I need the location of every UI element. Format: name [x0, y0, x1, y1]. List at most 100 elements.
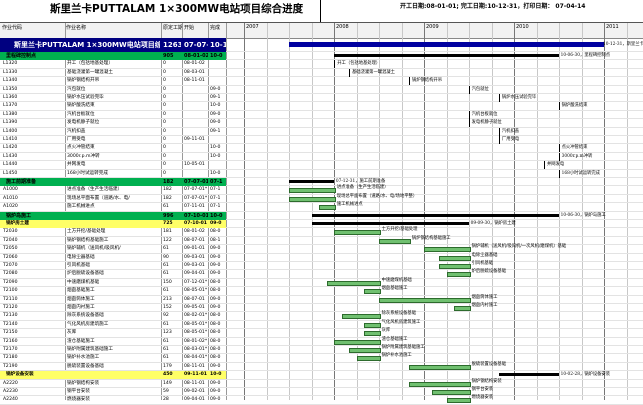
activity-row[interactable]: L1450 168小时试运转完成 0 10-0 168小时试运转完成: [0, 169, 643, 178]
summary-bar[interactable]: [334, 54, 559, 57]
activity-row[interactable]: L1410 厂用受电 0 09-11-01 厂用受电: [0, 136, 643, 145]
original-duration: 122: [163, 237, 172, 243]
activity-bar[interactable]: [349, 348, 381, 353]
activity-bar[interactable]: [319, 205, 336, 211]
finish-date: 07-1: [210, 204, 221, 210]
row-highlight: [0, 220, 226, 228]
milestone-marker[interactable]: [468, 110, 470, 119]
start-date: [184, 128, 208, 136]
activity-row[interactable]: A1020 施工机械进点 61 07-11-01 07-1 施工机械进点: [0, 202, 643, 212]
milestone-marker[interactable]: [558, 169, 560, 178]
activity-bar[interactable]: [289, 188, 336, 194]
milestone-marker[interactable]: [544, 161, 545, 170]
activity-bar[interactable]: [289, 196, 336, 202]
activity-row[interactable]: L1430 3000r.p.m冲转 0 10-0 3000r.p.m冲转: [0, 152, 643, 162]
activity-bar[interactable]: [379, 238, 411, 244]
activity-row[interactable]: T2150 灰库 123 08-05-01* 08-0 灰库: [0, 328, 643, 338]
activity-bar[interactable]: [364, 289, 381, 295]
activity-row[interactable]: T2030 土方开挖/基础处理 181 08-01-02 08-0 土方开挖/基础处理: [0, 227, 643, 237]
activity-row[interactable]: L1420 点火冲管结束 0 10-0 点火冲管结束: [0, 144, 643, 153]
activity-bar[interactable]: [334, 339, 381, 345]
activity-bar[interactable]: [446, 272, 471, 278]
activity-row[interactable]: T2110 烟囱筒体施工 213 08-07-01 09-0 烟囱筒体施工: [0, 295, 643, 304]
milestone-marker[interactable]: [558, 144, 560, 153]
activity-bar[interactable]: [356, 356, 381, 362]
activity-row[interactable]: T2130 除灰系统设备基础 92 08-02-01* 08-0 除灰系统设备基础: [0, 311, 643, 321]
activity-bar[interactable]: [409, 381, 471, 387]
activity-row[interactable]: L1370 锅炉酸洗结束 0 10-0 锅炉酸洗结束: [0, 102, 643, 111]
activity-bar[interactable]: [424, 247, 471, 253]
activity-row[interactable]: A1010 现场总平面布置（道路/水、电/182 07-07-01* 07-1 现场总平…: [0, 194, 643, 204]
col-header-start[interactable]: 开始: [184, 25, 195, 31]
activity-row[interactable]: T2090 中速磨煤机基础 150 07-12-01* 08-0 中速磨煤机基础: [0, 278, 643, 288]
project-summary-row[interactable]: 斯里兰卡PUTTALAM 1×300MW电站项目综合进度126307-07-01…: [0, 38, 643, 52]
summary-bar[interactable]: [289, 42, 604, 47]
bar-label: 汽机台板就位: [471, 111, 498, 117]
original-duration: 0: [163, 120, 166, 126]
activity-bar[interactable]: [326, 280, 381, 286]
milestone-marker[interactable]: [499, 136, 500, 144]
col-header-duration[interactable]: 原定工期: [163, 25, 184, 31]
activity-bar[interactable]: [379, 297, 471, 303]
activity-bar[interactable]: [364, 331, 381, 337]
col-header-name[interactable]: 作业名称: [66, 25, 87, 31]
activity-row[interactable]: A2220 锅炉钢结构安装 149 08-11-01 09-0 锅炉钢结构安装: [0, 379, 643, 388]
milestone-marker[interactable]: [498, 94, 500, 102]
milestone-marker[interactable]: [558, 102, 560, 111]
summary-bar[interactable]: [289, 180, 334, 183]
activity-row[interactable]: T2170 锅炉附属建筑基础施工 61 08-03-01* 08-0 锅炉附属建筑基础施工: [0, 345, 643, 355]
activity-row[interactable]: L1360 锅炉水压试验完毕 0 09-1 锅炉水压试验完毕: [0, 94, 643, 103]
activity-row[interactable]: T2050 锅炉辅机（送风机/吸风机/61 09-01-01 09-0 锅炉辅机（送风机…: [0, 244, 643, 254]
activity-bar[interactable]: [409, 364, 471, 370]
activity-row[interactable]: L1320 开工（包括地基处理） 0 08-01-02 开工（包括地基处理）: [0, 60, 643, 69]
summary-bar[interactable]: [311, 213, 559, 217]
activity-bar[interactable]: [364, 322, 381, 328]
activity-row[interactable]: A2230 钢平台安装 59 09-02-01 09-0 钢平台安装: [0, 387, 643, 397]
activity-bar[interactable]: [439, 264, 471, 269]
activity-row[interactable]: T2100 烟囱基础施工 61 08-05-01* 08-0 烟囱基础施工: [0, 286, 643, 296]
activity-bar[interactable]: [341, 314, 381, 320]
wbs-summary-row[interactable]: 锅炉房土建 725 07-10-01 09-0 09-09-30，锅炉房土建: [0, 220, 643, 229]
activity-row[interactable]: L1440 并网发电 0 10-05-01 并网发电: [0, 161, 643, 170]
milestone-marker[interactable]: [334, 60, 336, 69]
milestone-marker[interactable]: [498, 127, 500, 136]
activity-row[interactable]: L1340 锅炉钢结构开吊 0 08-11-01 锅炉钢结构开吊: [0, 77, 643, 86]
finish-date: 09-0: [210, 397, 221, 403]
milestone-marker[interactable]: [409, 77, 410, 86]
activity-row[interactable]: L1350 汽包就位 0 09-0 汽包就位: [0, 85, 643, 94]
activity-row[interactable]: T2060 电除尘器基础 90 09-03-01 09-0 电除尘器基础: [0, 253, 643, 262]
activity-row[interactable]: L1390 发电机静子就位 0 09-0 发电机静子就位: [0, 119, 643, 128]
activity-bar[interactable]: [446, 398, 471, 404]
col-header-finish[interactable]: 完成: [210, 25, 221, 31]
activity-row[interactable]: L1380 汽机台板就位 0 09-0 汽机台板就位: [0, 110, 643, 120]
activity-row[interactable]: T2180 锅炉补水池施工 61 08-04-01* 08-0 锅炉补水池施工: [0, 353, 643, 363]
col-header-id[interactable]: 作业代码: [2, 25, 23, 31]
activity-row[interactable]: T2070 引风机基础 61 09-03-01 09-0 引风机基础: [0, 261, 643, 271]
summary-bar[interactable]: [311, 222, 469, 225]
summary-bar[interactable]: [499, 373, 559, 377]
activity-row[interactable]: A1000 进点准备（生产生活临建） 182 07-07-01* 07-1 进点准备（生产…: [0, 185, 643, 195]
activity-row[interactable]: T2190 脱硫装置设备基础 179 08-11-01 09-0 脱硫装置设备基础: [0, 362, 643, 372]
activity-row[interactable]: A2240 燃烧器安装 28 09-04-01 09-0 燃烧器安装: [0, 395, 643, 405]
wbs-summary-row[interactable]: 锅炉岛施工 996 07-10-01 10-0 10-06-30，锅炉岛施工: [0, 211, 643, 220]
milestone-marker[interactable]: [468, 119, 470, 128]
wbs-summary-row[interactable]: 锅炉设备安装 450 09-11-01 10-0 10-02-28，锅炉设备安装: [0, 371, 643, 380]
activity-row[interactable]: T2140 气化风机房建筑施工 61 08-05-01* 08-0 气化风机房建筑施工: [0, 320, 643, 330]
activity-row[interactable]: L1400 汽机扣盖 0 09-1 汽机扣盖: [0, 127, 643, 136]
activity-row[interactable]: T2080 炉后脱硫设备基础 61 09-04-01 09-0 炉后脱硫设备基础: [0, 269, 643, 279]
activity-row[interactable]: T2160 渣仓基础施工 61 08-01-02* 08-0 渣仓基础施工: [0, 337, 643, 346]
activity-bar[interactable]: [431, 390, 471, 395]
activity-row[interactable]: T2120 烟囱内衬施工 152 09-05-01 09-0 烟囱内衬施工: [0, 303, 643, 313]
milestone-marker[interactable]: [349, 68, 350, 77]
activity-row[interactable]: L1330 基础浇灌第一罐混凝土 0 08-03-01 基础浇灌第一罐混凝土: [0, 68, 643, 78]
activity-bar[interactable]: [454, 306, 471, 311]
activity-bar[interactable]: [334, 230, 381, 236]
activity-bar[interactable]: [439, 255, 471, 261]
milestone-marker[interactable]: [468, 85, 470, 94]
activity-id: A1000: [3, 187, 18, 193]
wbs-summary-row[interactable]: 里程碑控制点 905 08-01-02 10-0 10-06-30，里程碑控制点: [0, 52, 643, 61]
wbs-summary-row[interactable]: 施工前期准备 182 07-07-01 07-1 07-12-31，施工前期准备: [0, 178, 643, 187]
activity-row[interactable]: T2040 锅炉钢结构基础施工 122 08-07-01 08-1 锅炉钢结构基础施工: [0, 236, 643, 246]
activity-name: 电除尘器基础: [67, 254, 95, 260]
milestone-marker[interactable]: [558, 152, 560, 161]
